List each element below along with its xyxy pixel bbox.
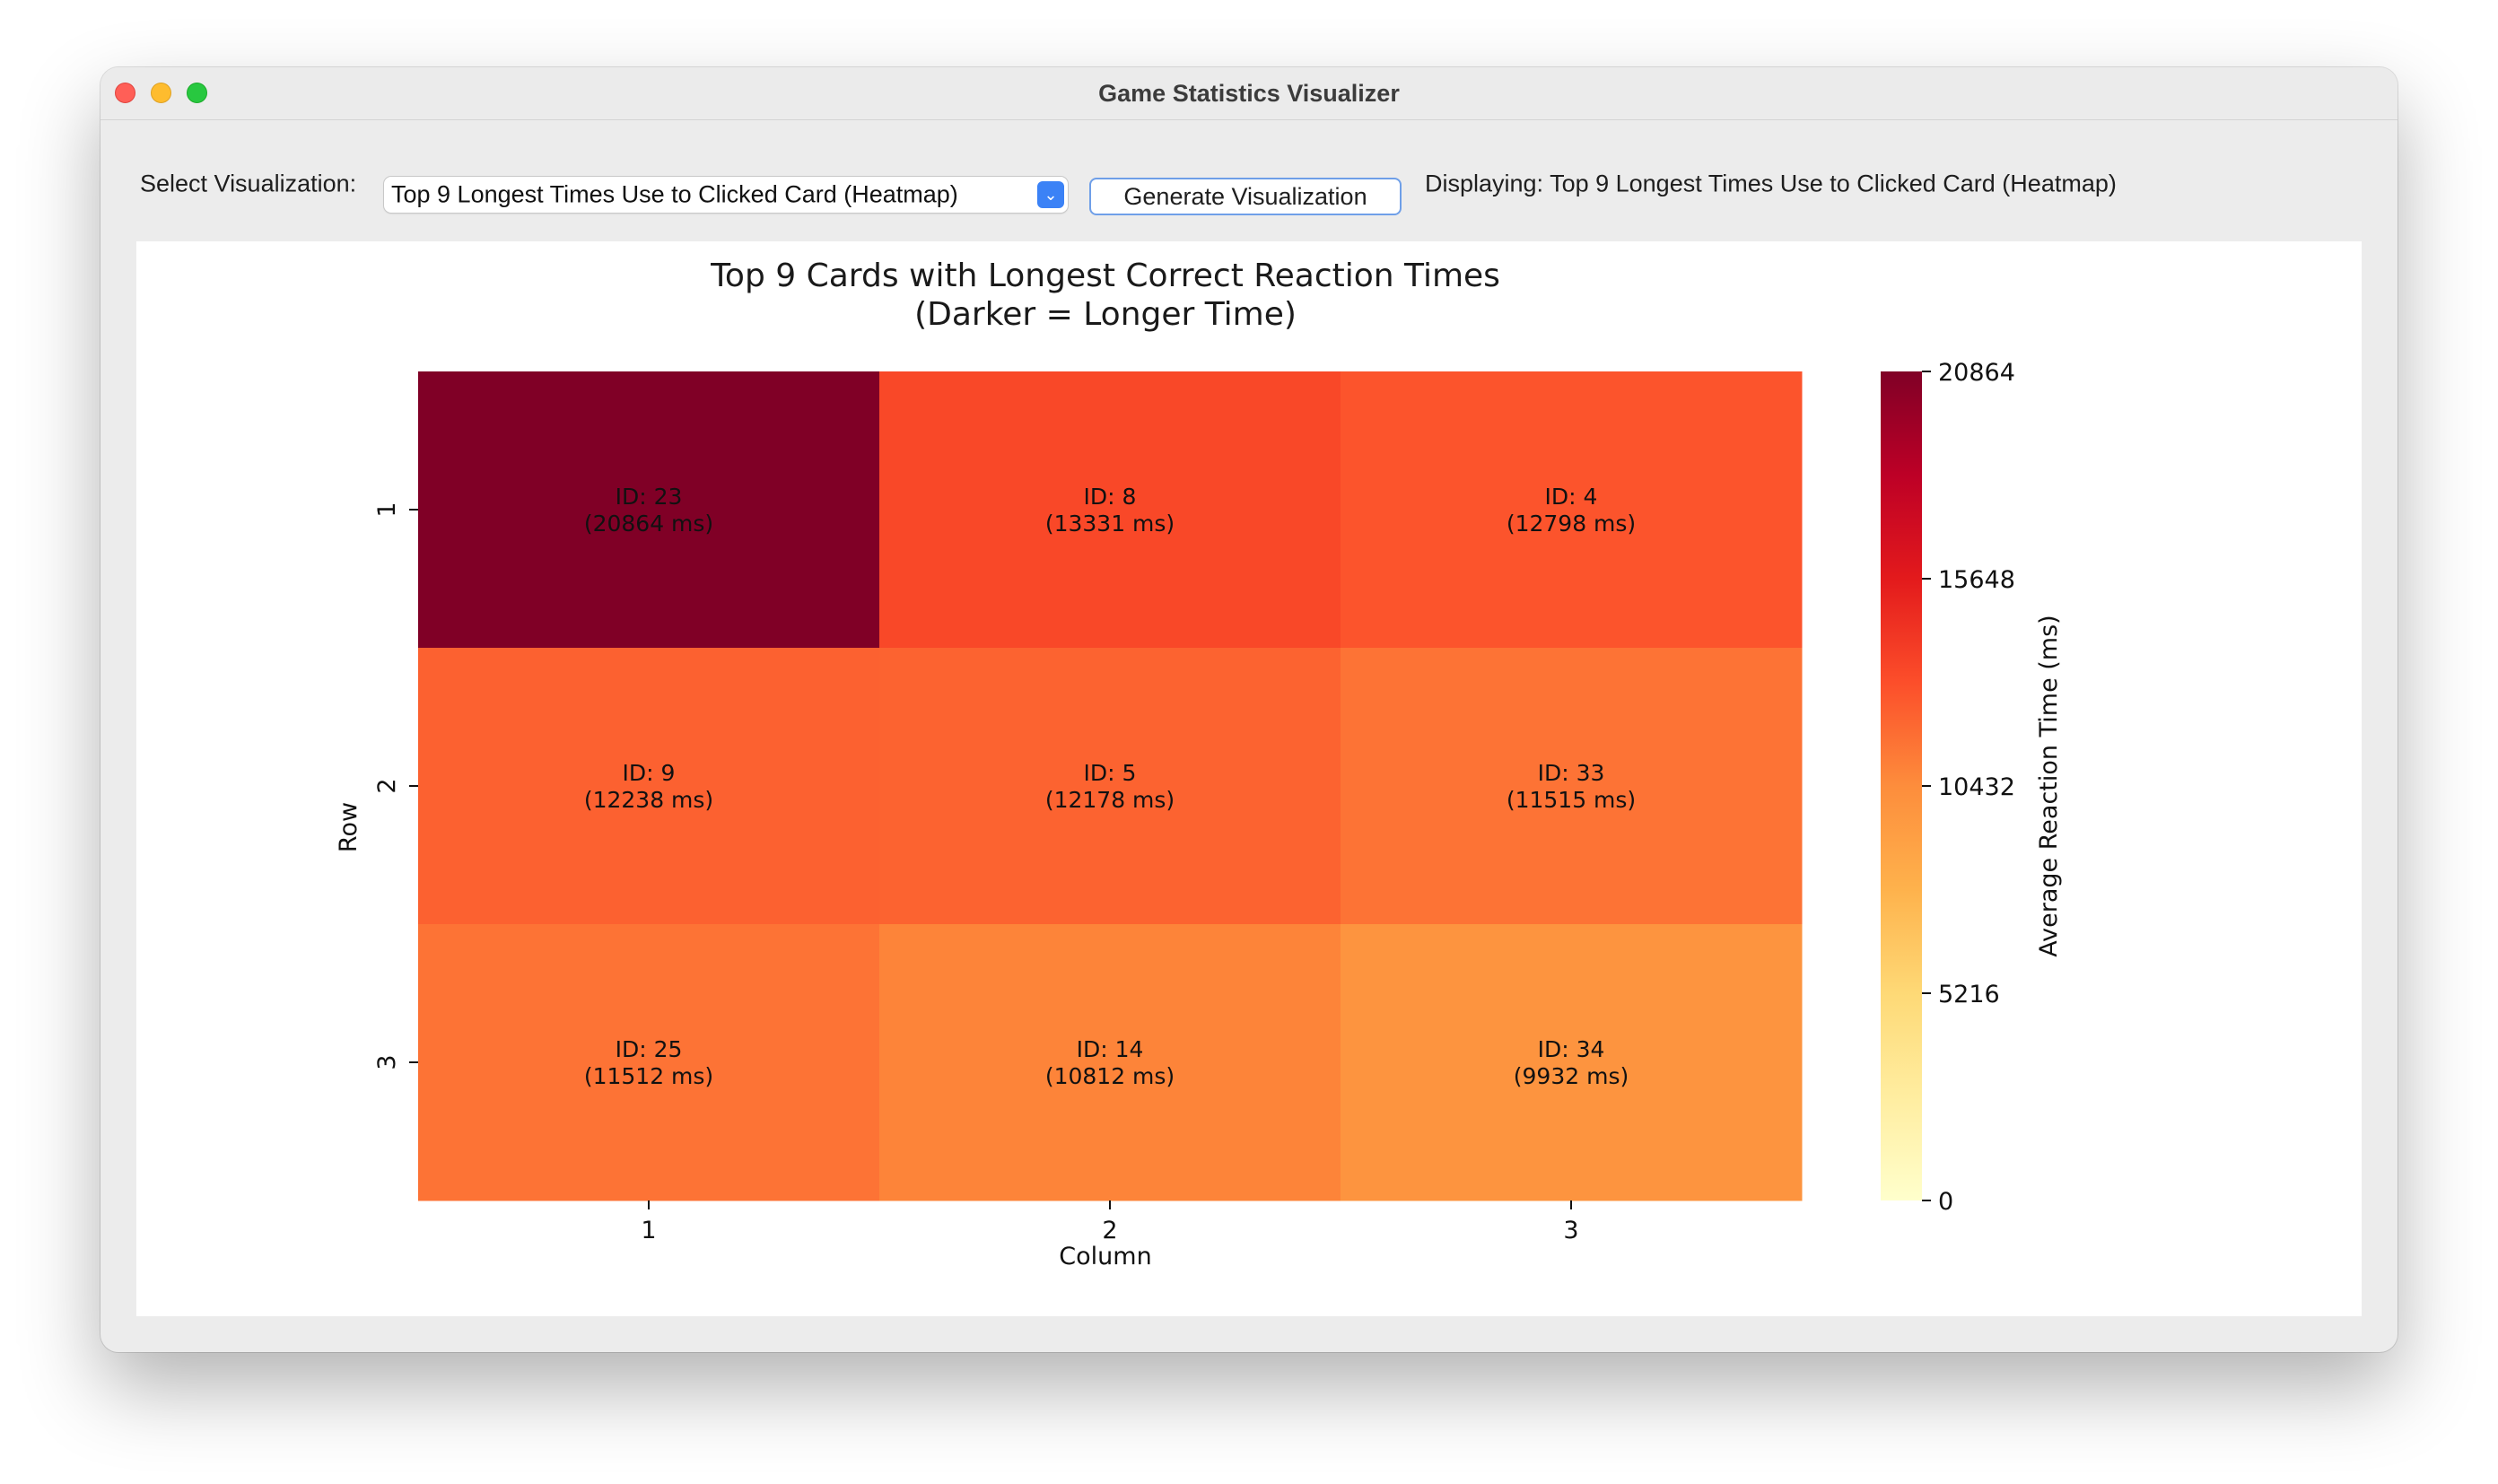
heatmap-cell — [1341, 371, 1803, 649]
cell-value-label: (12798 ms) — [1507, 511, 1636, 537]
x-tick-label: 2 — [1102, 1217, 1117, 1244]
cell-value-label: (11512 ms) — [584, 1063, 713, 1089]
visualization-select[interactable]: Top 9 Longest Times Use to Clicked Card … — [384, 177, 1068, 213]
chevron-down-icon[interactable]: ⌄ — [1037, 181, 1064, 208]
y-tick-label: 2 — [373, 778, 401, 793]
heatmap-cell — [1341, 924, 1803, 1201]
heatmap-chart: Top 9 Cards with Longest Correct Reactio… — [335, 258, 2063, 1270]
cell-id-label: ID: 23 — [616, 484, 683, 510]
x-tick-label: 1 — [641, 1217, 656, 1244]
colorbar-tick-label: 20864 — [1938, 359, 2015, 387]
app-window: Game Statistics Visualizer Select Visual… — [100, 67, 2398, 1352]
heatmap-cell — [418, 648, 880, 925]
cell-id-label: ID: 9 — [623, 760, 676, 786]
status-text: Displaying: Top 9 Longest Times Use to C… — [1425, 170, 2117, 197]
select-visualization-label: Select Visualization: — [140, 170, 357, 197]
heatmap-cell — [879, 371, 1341, 649]
cell-id-label: ID: 5 — [1084, 760, 1137, 786]
y-axis-label: Row — [335, 802, 362, 852]
heatmap-cell — [418, 924, 880, 1201]
plot-panel: Top 9 Cards with Longest Correct Reactio… — [136, 241, 2362, 1316]
cell-value-label: (10812 ms) — [1045, 1063, 1175, 1089]
x-tick-label: 3 — [1563, 1217, 1578, 1244]
close-window-button[interactable] — [115, 83, 135, 103]
colorbar-tick-label: 10432 — [1938, 773, 2015, 801]
colorbar — [1881, 371, 1922, 1200]
cell-value-label: (12238 ms) — [584, 787, 713, 813]
cell-id-label: ID: 14 — [1077, 1036, 1144, 1062]
cell-id-label: ID: 8 — [1084, 484, 1137, 510]
cell-id-label: ID: 25 — [616, 1036, 683, 1062]
y-tick-label: 3 — [373, 1054, 401, 1069]
colorbar-label: Average Reaction Time (ms) — [2035, 615, 2063, 956]
y-tick-label: 1 — [373, 502, 401, 517]
cell-id-label: ID: 4 — [1545, 484, 1598, 510]
colorbar-tick-label: 0 — [1938, 1188, 1953, 1216]
chart-title: Top 9 Cards with Longest Correct Reactio… — [710, 258, 1500, 294]
heatmap-cell — [418, 371, 880, 649]
cell-value-label: (11515 ms) — [1507, 787, 1636, 813]
zoom-window-button[interactable] — [187, 83, 207, 103]
cell-value-label: (9932 ms) — [1514, 1063, 1629, 1089]
cell-value-label: (12178 ms) — [1045, 787, 1175, 813]
window-title: Game Statistics Visualizer — [1098, 80, 1400, 107]
visualization-select-value: Top 9 Longest Times Use to Clicked Card … — [391, 180, 958, 208]
heatmap-cell — [879, 924, 1341, 1201]
generate-visualization-button[interactable]: Generate Visualization — [1089, 178, 1402, 215]
cell-value-label: (20864 ms) — [584, 511, 713, 537]
cell-id-label: ID: 34 — [1538, 1036, 1605, 1062]
cell-id-label: ID: 33 — [1538, 760, 1605, 786]
heatmap-cell — [879, 648, 1341, 925]
x-axis-label: Column — [1059, 1243, 1151, 1270]
minimize-window-button[interactable] — [151, 83, 171, 103]
heatmap-cell — [1341, 648, 1803, 925]
colorbar-tick-label: 15648 — [1938, 566, 2015, 594]
colorbar-tick-label: 5216 — [1938, 981, 2000, 1008]
title-bar: Game Statistics Visualizer — [100, 67, 2398, 120]
chart-subtitle: (Darker = Longer Time) — [914, 296, 1297, 333]
cell-value-label: (13331 ms) — [1045, 511, 1175, 537]
